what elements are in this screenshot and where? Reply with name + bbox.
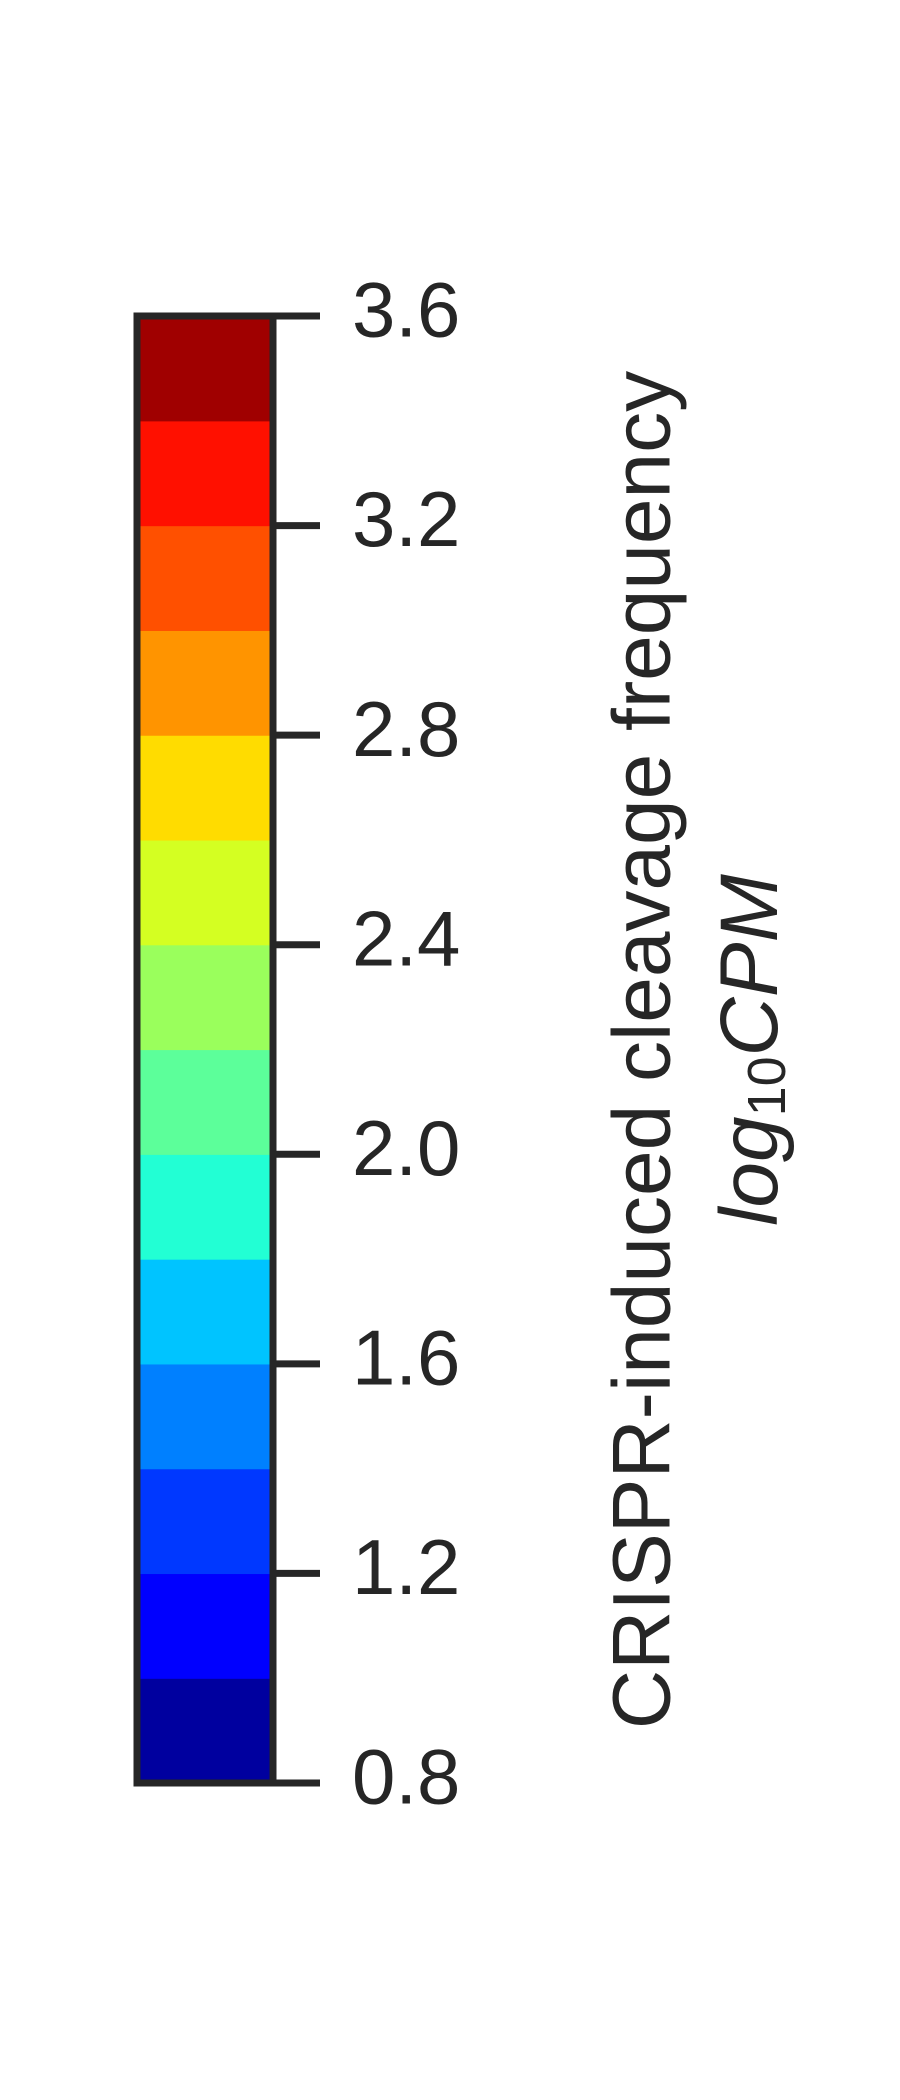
unit-prefix: log: [704, 1116, 795, 1225]
tick-label-7: 3.6: [352, 266, 460, 354]
colorbar-bin-2: [137, 1468, 273, 1575]
colorbar-bin-1: [137, 1573, 273, 1679]
tick-label-5: 2.8: [352, 685, 460, 773]
colorbar-axis-unit: log10CPM: [704, 873, 798, 1225]
colorbar-bin-11: [137, 525, 273, 631]
colorbar-bins: [137, 316, 273, 1784]
colorbar-bin-12: [137, 420, 273, 527]
colorbar-tick-labels: 0.8 1.2 1.6 2.0 2.4 2.8 3.2 3.6: [352, 266, 460, 1821]
unit-suffix: CPM: [704, 873, 795, 1056]
tick-label-1: 1.2: [352, 1523, 460, 1611]
colorbar-bin-13: [137, 316, 273, 422]
colorbar-bin-10: [137, 630, 273, 736]
colorbar-bin-6: [137, 1049, 273, 1155]
tick-label-2: 1.6: [352, 1313, 460, 1401]
colorbar-bin-3: [137, 1363, 273, 1470]
colorbar-frame: [133, 312, 277, 1787]
colorbar-ticks: [273, 312, 320, 1787]
colorbar-bin-9: [137, 735, 273, 841]
colorbar-axis-title: CRISPR-induced cleavage frequency: [597, 371, 688, 1729]
colorbar-bin-5: [137, 1154, 273, 1260]
tick-label-3: 2.0: [352, 1104, 460, 1192]
tick-label-0: 0.8: [352, 1733, 460, 1821]
tick-label-6: 3.2: [352, 475, 460, 563]
colorbar-bin-7: [137, 944, 273, 1051]
colorbar-bin-8: [137, 839, 273, 946]
unit-subscript: 10: [737, 1056, 797, 1116]
tick-label-4: 2.4: [352, 894, 460, 982]
colorbar-bin-4: [137, 1259, 273, 1365]
colorbar-bin-0: [137, 1678, 273, 1784]
